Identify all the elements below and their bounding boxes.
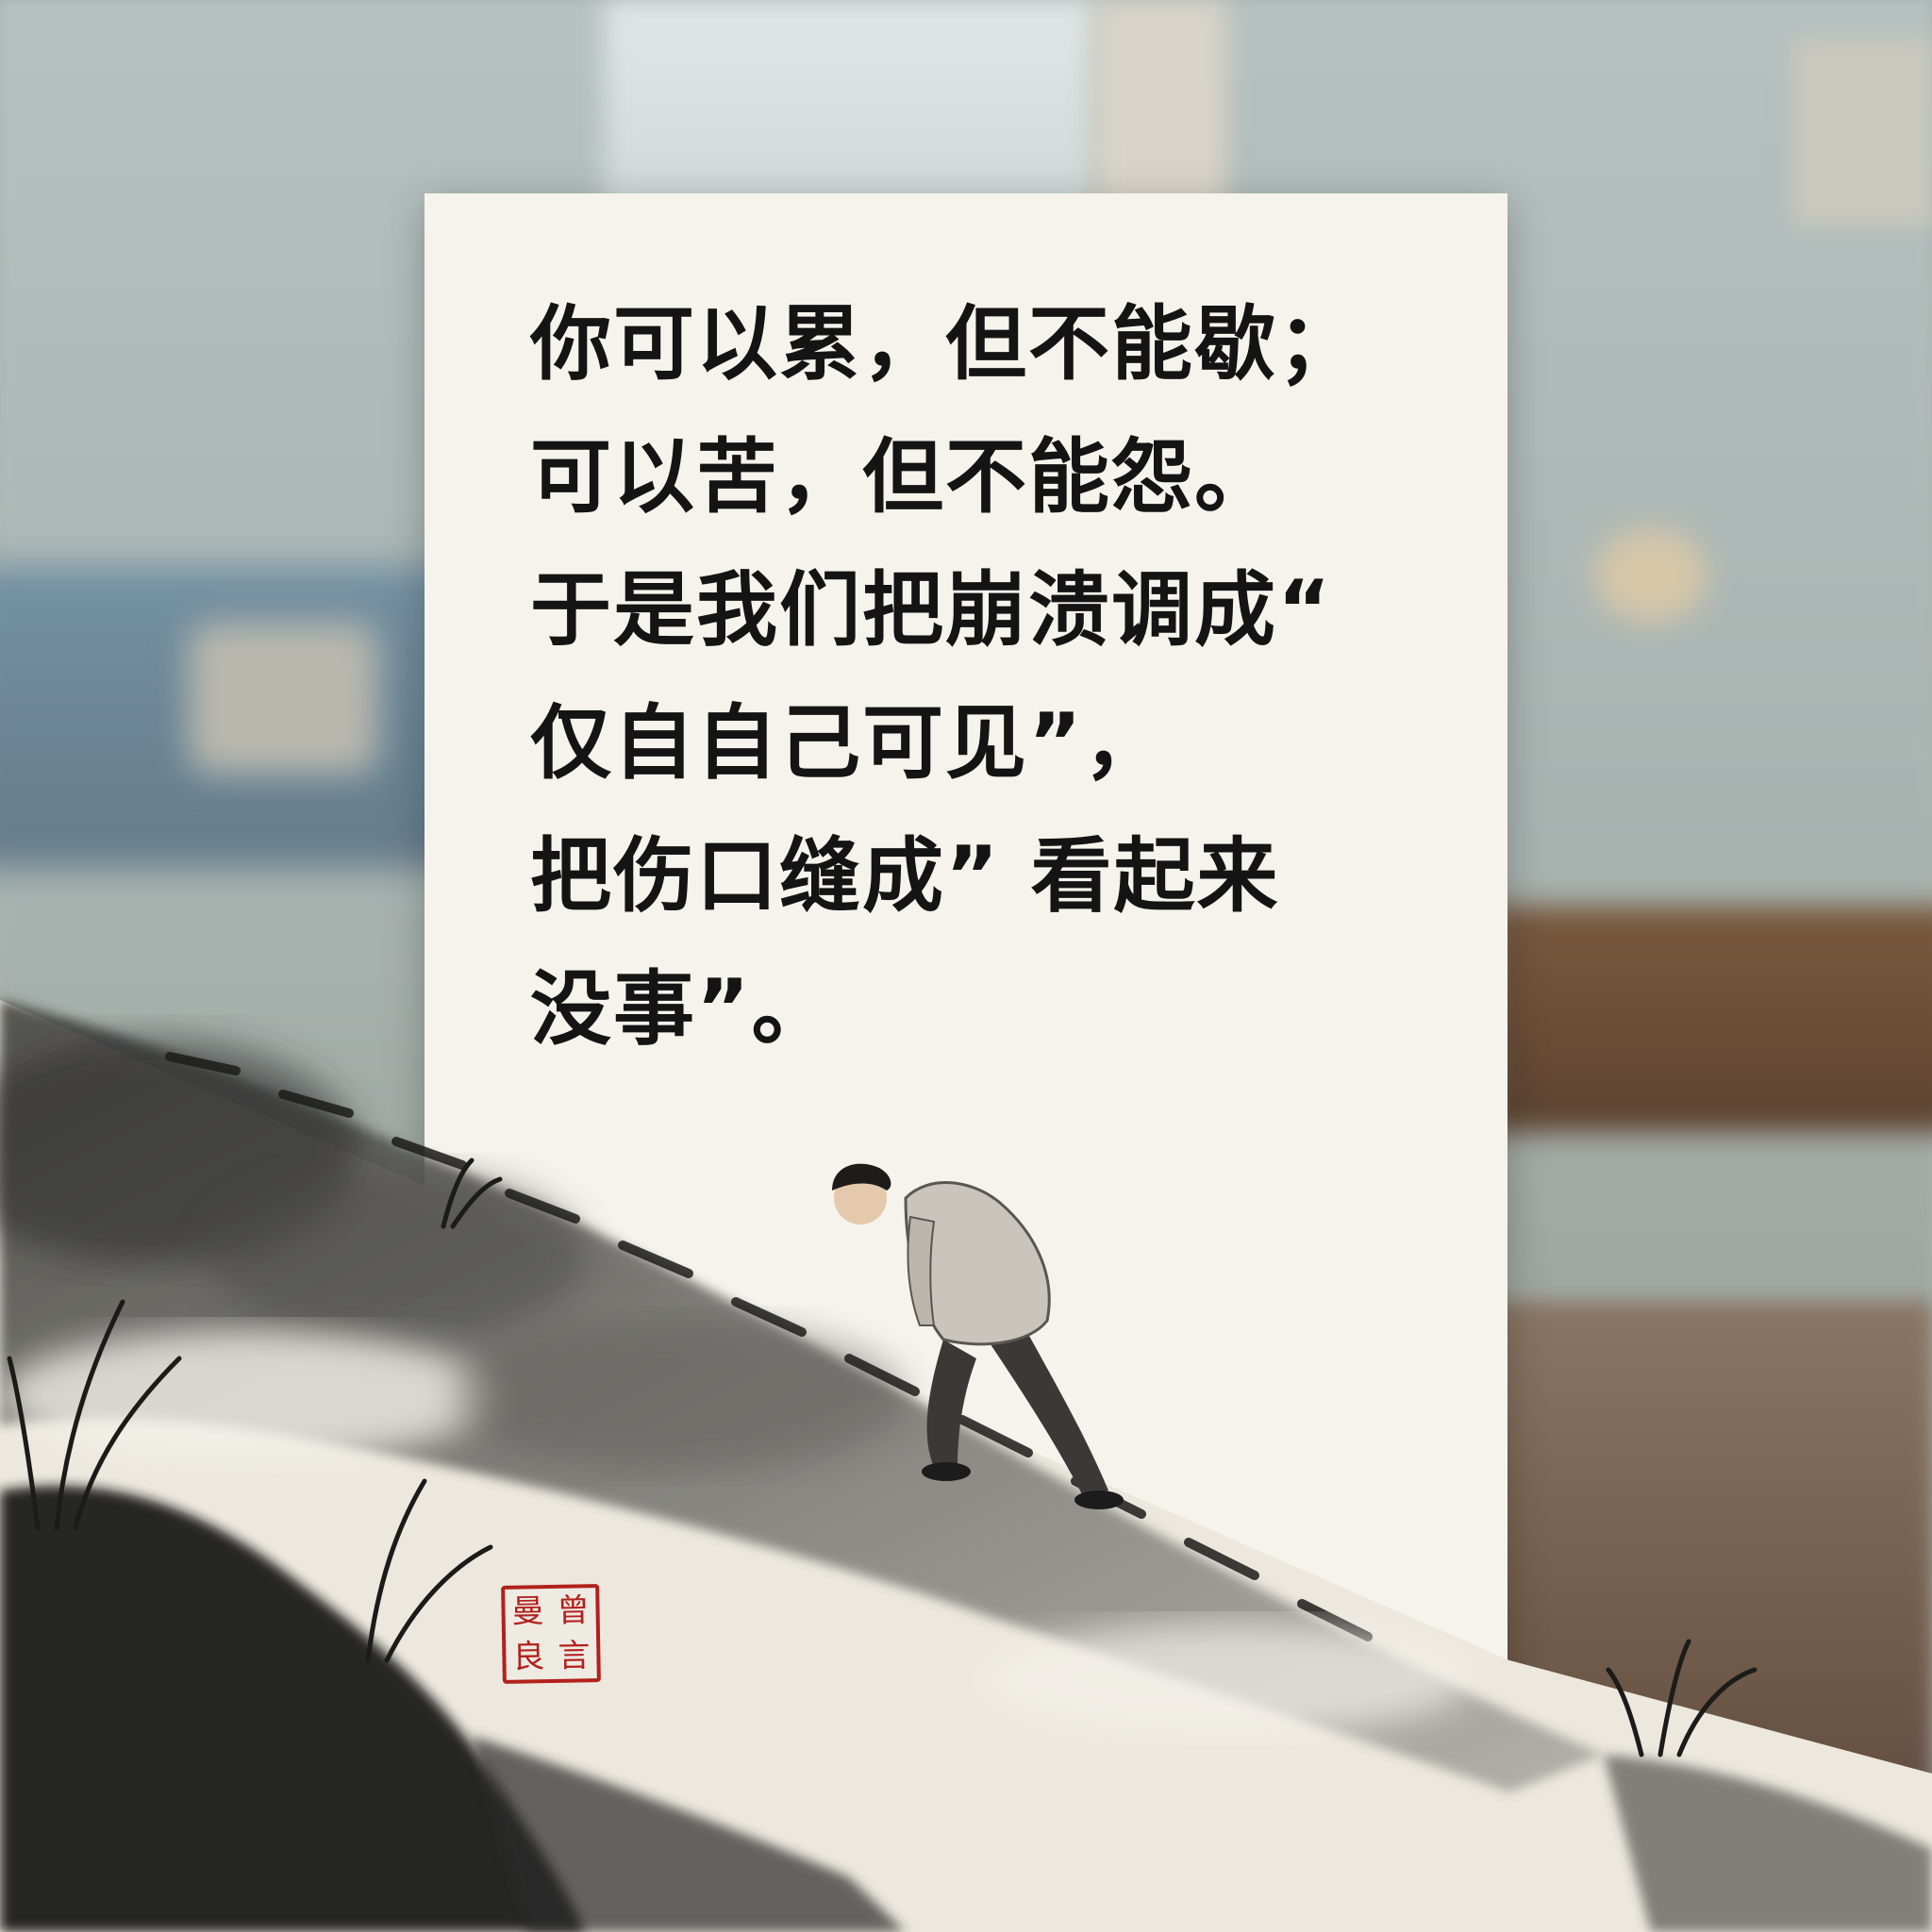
- lamp: [1594, 528, 1707, 623]
- climbing-man: [832, 1163, 1124, 1509]
- man-arm: [907, 1215, 936, 1326]
- poem-line-1: 你可以累，但不能歇；: [530, 297, 1360, 391]
- mist: [981, 1623, 1472, 1736]
- man-front-leg: [981, 1325, 1108, 1500]
- seal-char: 曾: [557, 1591, 590, 1630]
- man-back-shoe: [922, 1462, 971, 1481]
- foreground-rock: [472, 1736, 906, 1932]
- ink-cloud: [0, 1330, 491, 1462]
- grass-tuft: [7, 1158, 1757, 1757]
- man-front-shoe: [1074, 1491, 1124, 1509]
- man-back-leg: [926, 1340, 976, 1467]
- seal-char: 曼: [511, 1592, 544, 1631]
- poem-line-2: 可以苦，但不能怨。: [530, 430, 1277, 525]
- wall-frame: [1792, 38, 1932, 226]
- ink-cloud: [453, 1321, 906, 1472]
- cushion: [189, 623, 377, 774]
- red-seal-stamp: 曼 曾 良 言: [501, 1584, 601, 1684]
- ink-cloud: [208, 1170, 585, 1340]
- poem-line-5: 把伤口缝成” 看起来: [530, 829, 1280, 924]
- poem-line-4: 仅自自己可见”，: [530, 696, 1167, 791]
- foreground-rock: [1604, 1755, 1932, 1932]
- seal-char: 言: [558, 1637, 591, 1675]
- wooden-cabinet: [1491, 906, 1932, 1132]
- seal-char: 良: [512, 1638, 545, 1676]
- foreground-rock: [0, 1485, 585, 1932]
- poem-text: 你可以累，但不能歇； 可以苦，但不能怨。 于是我们把崩溃调成“ 仅自自己可见”，…: [530, 278, 1483, 1076]
- man-hair: [832, 1163, 891, 1191]
- poem-line-6: 没事”。: [530, 962, 835, 1057]
- poem-line-3: 于是我们把崩溃调成“: [530, 563, 1333, 658]
